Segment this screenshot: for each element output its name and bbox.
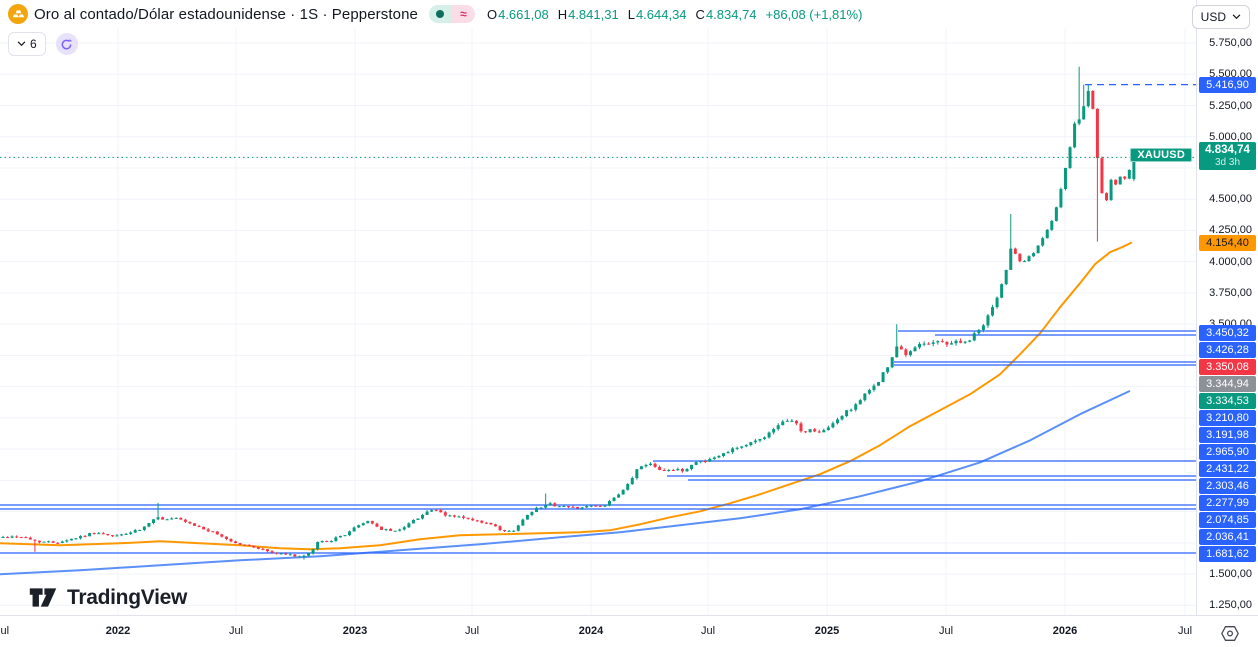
price-label: 3.210,80 (1199, 410, 1256, 426)
price-tick: 5.000,00 (1209, 131, 1252, 143)
price-tick: 3.750,00 (1209, 287, 1252, 299)
price-label: 2.036,41 (1199, 529, 1256, 545)
price-label: 2.965,90 (1199, 444, 1256, 460)
price-label: 2.303,46 (1199, 478, 1256, 494)
objects-tree-button[interactable]: 6 (8, 32, 46, 56)
price-label: 1.681,62 (1199, 546, 1256, 562)
time-tick-year: 2022 (105, 625, 131, 637)
symbol-price-tag: XAUUSD (1130, 148, 1192, 163)
bar-countdown: 3d 3h (1214, 157, 1241, 168)
time-tick-month: Jul (228, 625, 244, 637)
current-price-label: 4.834,74 3d 3h (1199, 142, 1256, 170)
time-axis[interactable]: Jul 2022 Jul 2023 Jul 2024 Jul 2025 Jul 2026 Jul (0, 615, 1258, 647)
chart-svg (0, 0, 1196, 615)
time-tick-month: Jul (938, 625, 954, 637)
ohlc-high: H4.841,31 (557, 6, 619, 22)
symbol-title[interactable]: Oro al contado/Dólar estadounidense · 1S… (34, 5, 418, 23)
price-label: 3.191,98 (1199, 427, 1256, 443)
ma-fast-line (0, 241, 1133, 551)
currency-label: USD (1200, 10, 1226, 24)
time-tick-month: Jul (700, 625, 716, 637)
moving-averages-layer (0, 241, 1133, 576)
chevron-down-icon (17, 41, 26, 47)
market-open-dot-icon (428, 5, 452, 23)
time-tick-year: 2026 (1052, 625, 1078, 637)
candles-layer (1, 66, 1136, 560)
axis-settings-icon[interactable] (1220, 624, 1240, 643)
price-chart-canvas[interactable]: XAUUSD TradingView (0, 0, 1196, 615)
price-label: 3.334,53 (1199, 393, 1256, 409)
price-axis[interactable]: 5.750,00 5.500,00 5.250,00 5.000,00 4.500,00… (1196, 0, 1258, 615)
ohlc-low: L4.644,34 (627, 6, 687, 22)
gold-symbol-icon[interactable] (8, 4, 28, 24)
price-tick: 4.000,00 (1209, 256, 1252, 268)
price-tick: 1.500,00 (1209, 568, 1252, 580)
tradingview-logo-text: TradingView (67, 585, 188, 609)
price-levels-layer (0, 330, 1196, 554)
grid-layer (0, 0, 1196, 615)
price-label: 3.450,32 (1199, 325, 1256, 341)
price-label: 4.154,40 (1199, 235, 1256, 251)
price-label: 3.350,08 (1199, 359, 1256, 375)
tradingview-logo-icon (29, 588, 57, 607)
ma-slow-line (0, 389, 1131, 576)
price-tick: 1.250,00 (1209, 599, 1252, 611)
tradingview-logo[interactable]: TradingView (28, 584, 187, 611)
gold-ingots-glyph (12, 9, 24, 17)
time-tick-year: 2024 (578, 625, 604, 637)
price-label: 3.344,94 (1199, 376, 1256, 392)
ohlc-readout: O4.661,08 H4.841,31 L4.644,34 C4.834,74 … (487, 7, 862, 22)
chart-header: Oro al contado/Dólar estadounidense · 1S… (0, 0, 1196, 28)
price-tick: 4.500,00 (1209, 193, 1252, 205)
approx-price-icon: ≈ (451, 5, 475, 23)
price-tick: 4.250,00 (1209, 224, 1252, 236)
time-tick-month: Jul (1177, 625, 1193, 637)
price-label: 2.277,99 (1199, 495, 1256, 511)
time-tick-month: Jul (0, 625, 10, 637)
price-tick: 5.250,00 (1209, 100, 1252, 112)
sync-refresh-button[interactable] (55, 33, 78, 55)
price-tick: 5.750,00 (1209, 37, 1252, 49)
price-label: 5.416,90 (1199, 77, 1256, 93)
price-label: 2.074,85 (1199, 512, 1256, 528)
price-change: +86,08 (+1,81%) (765, 6, 863, 22)
refresh-icon (61, 38, 73, 49)
price-label: 2.431,22 (1199, 461, 1256, 477)
overlay-lines-layer (0, 83, 1196, 158)
currency-selector[interactable]: USD (1191, 5, 1250, 29)
time-tick-month: Jul (464, 625, 480, 637)
market-status-pills: ≈ (428, 5, 475, 23)
chevron-down-icon (1232, 14, 1241, 20)
price-label: 3.426,28 (1199, 342, 1256, 358)
ohlc-open: O4.661,08 (486, 6, 549, 22)
time-tick-year: 2025 (814, 625, 840, 637)
ohlc-close: C4.834,74 (695, 6, 757, 22)
objects-count: 6 (30, 37, 37, 51)
time-tick-year: 2023 (342, 625, 368, 637)
chart-subtoolbar: 6 (8, 32, 78, 56)
current-price-value: 4.834,74 (1205, 144, 1250, 156)
